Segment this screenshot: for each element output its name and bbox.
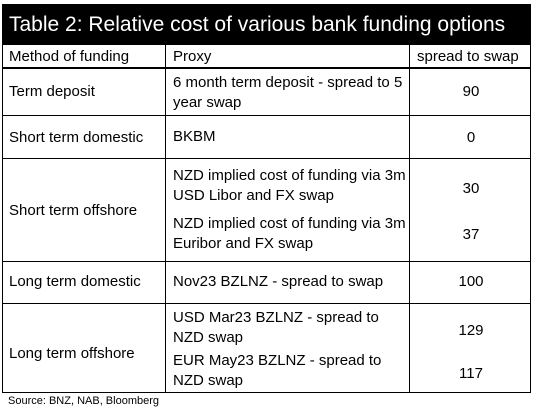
table-row: Short term domestic BKBM 0 (3, 116, 530, 159)
column-divider (409, 304, 410, 392)
table-row: Term deposit 6 month term deposit - spre… (3, 69, 530, 116)
table-row: Long term domestic Nov23 BZLNZ - spread … (3, 262, 530, 304)
table-header: Method of funding Proxy spread to swap (3, 45, 530, 69)
column-divider (165, 304, 166, 392)
method-cell: Term deposit (9, 83, 95, 100)
proxy-cell: NZD implied cost of funding via 3m USD L… (173, 167, 406, 204)
column-divider (165, 116, 166, 158)
table-row: Long term offshore USD Mar23 BZLNZ - spr… (3, 304, 530, 392)
method-cell: Long term offshore (9, 345, 135, 362)
spread-cell: 117 (459, 365, 483, 382)
column-divider (165, 262, 166, 303)
spread-cell: 37 (462, 226, 480, 243)
table-row: Short term offshore NZD implied cost of … (3, 159, 530, 262)
spread-cell: 30 (462, 180, 480, 197)
column-divider (409, 262, 410, 303)
method-cell: Long term domestic (9, 273, 141, 290)
column-divider (165, 69, 166, 115)
source-note: Source: BNZ, NAB, Bloomberg (8, 395, 160, 407)
column-divider (409, 116, 410, 158)
proxy-cell: USD Mar23 BZLNZ - spread to NZD swap (173, 309, 379, 346)
table-title: Table 2: Relative cost of various bank f… (3, 5, 530, 45)
header-proxy: Proxy (173, 48, 212, 65)
column-divider (165, 159, 166, 261)
spread-cell: 0 (466, 129, 476, 146)
proxy-cell: Nov23 BZLNZ - spread to swap (173, 273, 384, 290)
column-divider (409, 159, 410, 261)
spread-cell: 90 (462, 83, 480, 100)
header-divider (409, 45, 410, 69)
proxy-cell: NZD implied cost of funding via 3m Eurib… (173, 215, 406, 252)
method-cell: Short term offshore (9, 202, 138, 219)
column-divider (409, 69, 410, 115)
proxy-cell: 6 month term deposit - spread to 5 year … (173, 74, 403, 111)
proxy-cell: EUR May23 BZLNZ - spread to NZD swap (173, 352, 382, 389)
table-frame: Table 2: Relative cost of various bank f… (2, 4, 531, 393)
spread-cell: 129 (458, 322, 484, 339)
header-spread: spread to swap (417, 48, 519, 65)
header-method: Method of funding (9, 48, 130, 65)
method-cell: Short term domestic (9, 129, 144, 146)
header-divider (165, 45, 166, 69)
spread-cell: 100 (458, 273, 484, 290)
proxy-cell: BKBM (173, 128, 216, 145)
